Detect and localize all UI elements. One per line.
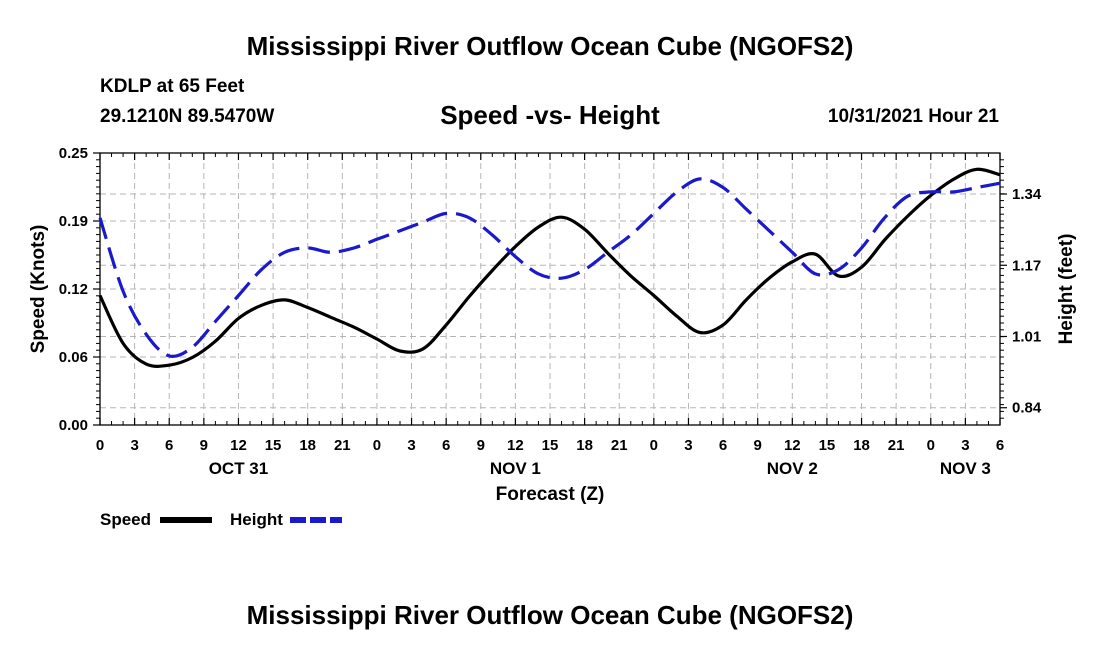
- y2-tick-label: 1.17: [1012, 257, 1041, 274]
- x-day-label: NOV 1: [490, 459, 541, 478]
- x-tick-label: 0: [96, 437, 104, 454]
- x-tick-label: 6: [719, 437, 727, 454]
- legend-label: Speed: [100, 510, 151, 529]
- axis-layer: [93, 152, 1007, 426]
- y2-tick-label: 1.34: [1012, 186, 1042, 203]
- y-tick-label: 0.19: [59, 213, 88, 230]
- x-tick-label: 0: [373, 437, 381, 454]
- x-day-label: NOV 2: [767, 459, 818, 478]
- x-tick-label: 18: [299, 437, 316, 454]
- y2-tick-label: 0.84: [1012, 400, 1042, 417]
- x-tick-label: 0: [927, 437, 935, 454]
- x-tick-label: 9: [477, 437, 485, 454]
- x-tick-label: 15: [819, 437, 836, 454]
- y2-axis-title: Height (feet): [1056, 234, 1077, 345]
- x-tick-label: 18: [853, 437, 870, 454]
- x-tick-label: 0: [650, 437, 658, 454]
- label-layer: 0 3 6 9 12 15 18 21 0 3 6 9 12 15 18 21 0 3 6 9 12 15 18 21 0 3 6 0…: [28, 145, 1077, 505]
- legend-layer: Speed Height: [100, 510, 342, 529]
- x-tick-label: 21: [611, 437, 628, 454]
- y-axis-title: Speed (Knots): [28, 225, 49, 354]
- station-label: KDLP at 65 Feet: [100, 76, 245, 97]
- x-tick-label: 21: [334, 437, 351, 454]
- x-tick-label: 3: [684, 437, 692, 454]
- grid-layer: [100, 153, 1000, 425]
- y-tick-label: 0.00: [59, 417, 88, 434]
- x-tick-label: 15: [542, 437, 559, 454]
- x-tick-label: 15: [265, 437, 282, 454]
- x-axis-title: Forecast (Z): [496, 484, 605, 505]
- x-tick-label: 12: [507, 437, 524, 454]
- x-tick-label: 3: [407, 437, 415, 454]
- x-day-label: OCT 31: [209, 459, 269, 478]
- x-tick-label: 9: [754, 437, 762, 454]
- y-tick-label: 0.25: [59, 145, 88, 162]
- series-line-height: [98, 177, 1001, 358]
- page-title: Mississippi River Outflow Ocean Cube (NG…: [246, 31, 854, 61]
- y-tick-label: 0.06: [59, 349, 88, 366]
- x-tick-label: 6: [996, 437, 1004, 454]
- x-tick-label: 3: [961, 437, 969, 454]
- x-tick-label: 3: [130, 437, 138, 454]
- station-coordinates: 29.1210N 89.5470W: [100, 106, 275, 127]
- forecast-datetime: 10/31/2021 Hour 21: [827, 106, 999, 127]
- y2-tick-label: 1.01: [1012, 328, 1041, 345]
- series-line-speed: [98, 167, 1001, 368]
- x-tick-label: 6: [165, 437, 173, 454]
- x-tick-label: 21: [888, 437, 905, 454]
- legend-label: Height: [230, 510, 283, 529]
- y-tick-label: 0.12: [59, 281, 88, 298]
- x-tick-label: 12: [784, 437, 801, 454]
- chart-subtitle: Speed -vs- Height: [440, 100, 660, 130]
- x-day-label: NOV 3: [940, 459, 991, 478]
- footer-title: Mississippi River Outflow Ocean Cube (NG…: [246, 600, 854, 630]
- series-layer: [98, 167, 1001, 368]
- x-tick-label: 18: [576, 437, 593, 454]
- x-tick-label: 12: [230, 437, 247, 454]
- x-tick-label: 9: [200, 437, 208, 454]
- x-tick-label: 6: [442, 437, 450, 454]
